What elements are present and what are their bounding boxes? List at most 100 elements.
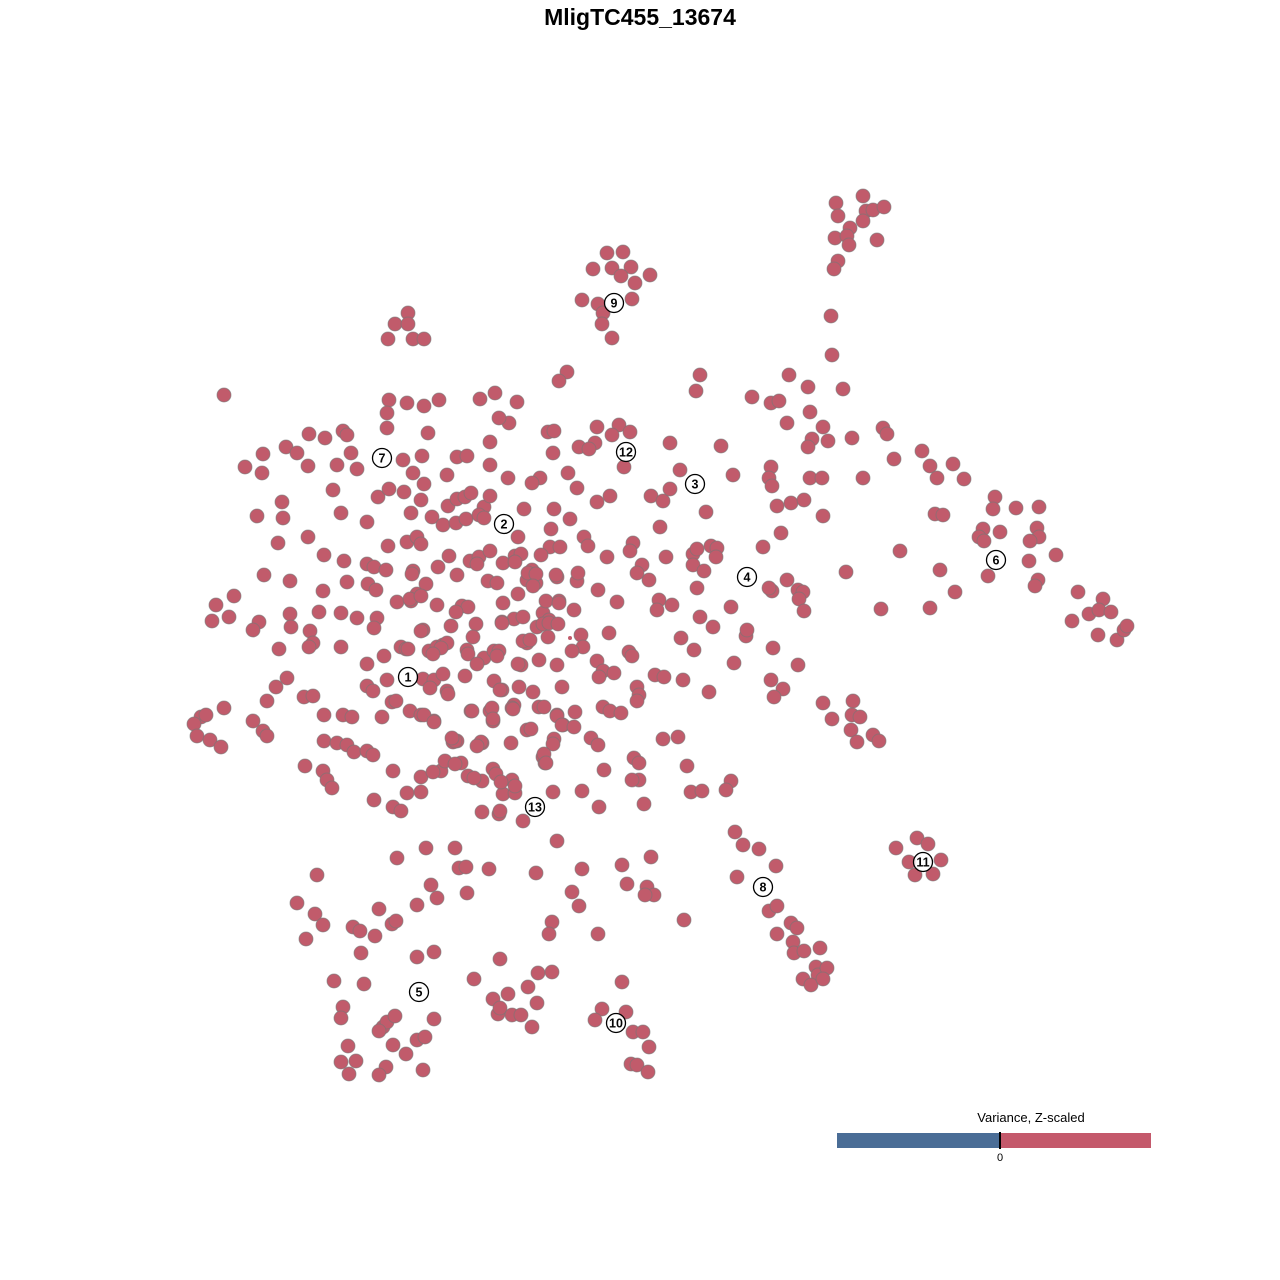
data-point xyxy=(823,308,839,324)
data-point xyxy=(544,964,560,980)
data-point xyxy=(814,470,830,486)
data-point xyxy=(198,707,214,723)
data-point xyxy=(914,443,930,459)
data-point xyxy=(769,926,785,942)
data-point xyxy=(425,764,441,780)
data-point xyxy=(649,602,665,618)
data-point xyxy=(255,446,271,462)
data-point xyxy=(447,840,463,856)
data-point xyxy=(424,509,440,525)
data-point xyxy=(694,783,710,799)
data-point xyxy=(413,588,429,604)
data-point xyxy=(468,616,484,632)
data-point xyxy=(855,188,871,204)
data-point xyxy=(855,470,871,486)
data-point xyxy=(855,213,871,229)
data-point xyxy=(448,604,464,620)
data-point xyxy=(270,535,286,551)
data-point xyxy=(425,646,441,662)
data-point xyxy=(571,898,587,914)
data-point xyxy=(675,672,691,688)
data-point xyxy=(802,404,818,420)
data-point xyxy=(507,778,523,794)
data-point xyxy=(387,316,403,332)
data-point xyxy=(333,639,349,655)
data-point xyxy=(564,643,580,659)
data-point xyxy=(587,1012,603,1028)
data-point xyxy=(824,347,840,363)
data-point xyxy=(1008,500,1024,516)
data-point xyxy=(413,623,429,639)
data-point xyxy=(376,648,392,664)
data-point xyxy=(370,489,386,505)
data-point xyxy=(614,857,630,873)
data-point xyxy=(520,979,536,995)
data-point xyxy=(800,379,816,395)
data-point xyxy=(333,505,349,521)
data-point xyxy=(398,1046,414,1062)
data-point xyxy=(664,597,680,613)
data-point xyxy=(869,232,885,248)
cluster-label-text: 9 xyxy=(611,296,618,310)
data-point xyxy=(606,665,622,681)
data-point xyxy=(282,573,298,589)
data-point xyxy=(590,926,606,942)
data-point xyxy=(420,425,436,441)
cluster-label: 13 xyxy=(524,796,546,818)
data-point xyxy=(340,1038,356,1054)
data-point xyxy=(379,420,395,436)
data-point xyxy=(305,688,321,704)
data-point xyxy=(689,580,705,596)
data-point xyxy=(492,1000,508,1016)
data-point xyxy=(316,733,332,749)
data-point xyxy=(381,392,397,408)
data-point xyxy=(763,672,779,688)
data-point xyxy=(623,259,639,275)
data-point xyxy=(189,728,205,744)
data-point xyxy=(474,804,490,820)
data-point xyxy=(283,619,299,635)
data-point xyxy=(824,711,840,727)
data-point xyxy=(371,901,387,917)
data-point xyxy=(631,755,647,771)
data-point xyxy=(505,701,521,717)
data-point xyxy=(1090,627,1106,643)
cluster-label-circle xyxy=(408,981,430,1003)
data-point xyxy=(426,1011,442,1027)
data-point xyxy=(574,861,590,877)
data-point xyxy=(815,695,831,711)
data-point xyxy=(491,410,507,426)
data-point xyxy=(388,913,404,929)
data-point xyxy=(298,931,314,947)
data-point xyxy=(458,511,474,527)
data-point xyxy=(300,458,316,474)
data-point xyxy=(705,619,721,635)
data-point xyxy=(525,684,541,700)
data-point xyxy=(574,292,590,308)
data-point xyxy=(472,391,488,407)
data-point xyxy=(396,484,412,500)
cluster-label: 11 xyxy=(912,851,934,873)
data-point xyxy=(641,1039,657,1055)
data-point xyxy=(413,784,429,800)
data-point xyxy=(922,458,938,474)
data-point xyxy=(624,648,640,664)
data-point xyxy=(549,833,565,849)
data-point xyxy=(359,656,375,672)
data-point xyxy=(820,433,836,449)
data-point xyxy=(636,796,652,812)
data-point xyxy=(482,457,498,473)
data-point xyxy=(316,547,332,563)
data-point xyxy=(385,763,401,779)
cluster-label: 4 xyxy=(736,566,758,588)
data-point xyxy=(1070,584,1086,600)
data-point xyxy=(815,419,831,435)
data-point xyxy=(381,481,397,497)
data-point xyxy=(316,707,332,723)
data-point xyxy=(426,944,442,960)
data-point xyxy=(333,1010,349,1026)
data-point xyxy=(560,465,576,481)
data-point xyxy=(629,693,645,709)
data-point xyxy=(216,387,232,403)
